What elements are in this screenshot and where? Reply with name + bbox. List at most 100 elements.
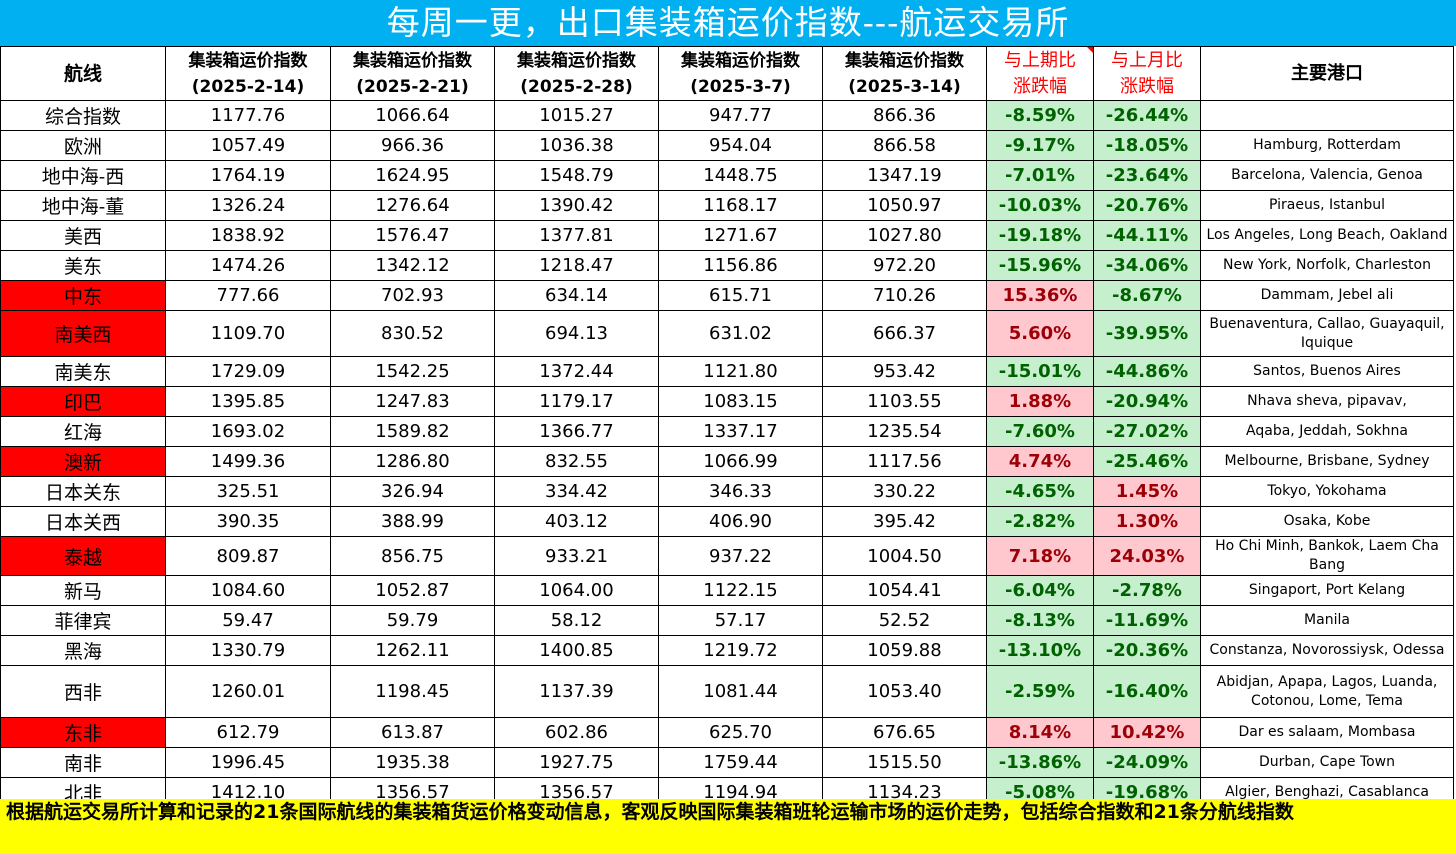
mom-change: -20.36% (1093, 635, 1201, 666)
freight-index-table: 航线 集装箱运价指数 (2025-2-14) 集装箱运价指数 (2025-2-21)… (0, 46, 1454, 808)
mom-change: -20.94% (1093, 386, 1201, 417)
table-row: 综合指数 1177.76 1066.64 1015.27 947.77 866.36 -8.… (0, 100, 1454, 131)
index-value: 1347.19 (822, 160, 987, 191)
mom-change: -20.76% (1093, 190, 1201, 221)
index-value: 1390.42 (494, 190, 659, 221)
table-row: 菲律宾 59.47 59.79 58.12 57.17 52.52 -8.13% -11.69… (0, 605, 1454, 636)
index-value: 856.75 (330, 536, 495, 576)
mom-change: -2.78% (1093, 575, 1201, 606)
main-ports: Dar es salaam, Mombasa (1200, 717, 1454, 748)
index-value: 57.17 (658, 605, 823, 636)
mom-change: -18.05% (1093, 130, 1201, 161)
index-value: 631.02 (658, 310, 823, 357)
table-row: 南美东 1729.09 1542.25 1372.44 1121.80 953.42 -15… (0, 356, 1454, 387)
mom-change: 10.42% (1093, 717, 1201, 748)
header-row: 航线 集装箱运价指数 (2025-2-14) 集装箱运价指数 (2025-2-21)… (0, 46, 1454, 101)
wow-change: -9.17% (986, 130, 1094, 161)
route-name: 综合指数 (0, 100, 166, 131)
index-value: 777.66 (165, 280, 331, 311)
index-value: 676.65 (822, 717, 987, 748)
index-value: 1050.97 (822, 190, 987, 221)
week-header-5: 集装箱运价指数 (2025-3-14) (822, 46, 987, 101)
index-value: 1066.64 (330, 100, 495, 131)
index-value: 1927.75 (494, 747, 659, 778)
index-value: 1377.81 (494, 220, 659, 251)
index-value: 1764.19 (165, 160, 331, 191)
table-row: 澳新 1499.36 1286.80 832.55 1066.99 1117.56 4.74… (0, 446, 1454, 477)
index-value: 1542.25 (330, 356, 495, 387)
index-value: 1083.15 (658, 386, 823, 417)
index-value: 1168.17 (658, 190, 823, 221)
table-row: 黑海 1330.79 1262.11 1400.85 1219.72 1059.88 -13… (0, 635, 1454, 666)
index-value: 1036.38 (494, 130, 659, 161)
table-row: 美西 1838.92 1576.47 1377.81 1271.67 1027.80 -19… (0, 220, 1454, 251)
index-value: 832.55 (494, 446, 659, 477)
index-value: 1179.17 (494, 386, 659, 417)
index-value: 625.70 (658, 717, 823, 748)
index-value: 1081.44 (658, 665, 823, 718)
index-value: 1395.85 (165, 386, 331, 417)
wow-change: 5.60% (986, 310, 1094, 357)
index-value: 1271.67 (658, 220, 823, 251)
index-value: 1372.44 (494, 356, 659, 387)
main-ports: Constanza, Novorossiysk, Odessa (1200, 635, 1454, 666)
index-value: 390.35 (165, 506, 331, 537)
index-value: 809.87 (165, 536, 331, 576)
index-value: 59.47 (165, 605, 331, 636)
mom-change: -16.40% (1093, 665, 1201, 718)
mom-change: -26.44% (1093, 100, 1201, 131)
index-value: 1337.17 (658, 416, 823, 447)
route-name: 南非 (0, 747, 166, 778)
main-ports: Tokyo, Yokohama (1200, 476, 1454, 507)
index-value: 1589.82 (330, 416, 495, 447)
index-value: 602.86 (494, 717, 659, 748)
index-value: 334.42 (494, 476, 659, 507)
wow-change: -6.04% (986, 575, 1094, 606)
route-name: 美东 (0, 250, 166, 281)
table-row: 中东 777.66 702.93 634.14 615.71 710.26 15.36% -8… (0, 280, 1454, 311)
index-value: 1247.83 (330, 386, 495, 417)
table-row: 东非 612.79 613.87 602.86 625.70 676.65 8.14% 10.… (0, 717, 1454, 748)
mom-change: -39.95% (1093, 310, 1201, 357)
mom-change: -27.02% (1093, 416, 1201, 447)
mom-change: 1.30% (1093, 506, 1201, 537)
route-name: 东非 (0, 717, 166, 748)
index-value: 954.04 (658, 130, 823, 161)
index-value: 1177.76 (165, 100, 331, 131)
main-ports: Osaka, Kobe (1200, 506, 1454, 537)
route-name: 印巴 (0, 386, 166, 417)
route-name: 地中海-西 (0, 160, 166, 191)
index-value: 1759.44 (658, 747, 823, 778)
route-name: 中东 (0, 280, 166, 311)
index-value: 1838.92 (165, 220, 331, 251)
index-value: 1052.87 (330, 575, 495, 606)
wow-change: -19.18% (986, 220, 1094, 251)
index-value: 1057.49 (165, 130, 331, 161)
comment-indicator-icon (1087, 47, 1093, 53)
table-row: 红海 1693.02 1589.82 1366.77 1337.17 1235.54 -7.… (0, 416, 1454, 447)
week-header-3: 集装箱运价指数 (2025-2-28) (494, 46, 659, 101)
table-row: 欧洲 1057.49 966.36 1036.38 954.04 866.58 -9.17%… (0, 130, 1454, 161)
ports-header: 主要港口 (1200, 46, 1454, 101)
mom-change: -44.11% (1093, 220, 1201, 251)
index-value: 1515.50 (822, 747, 987, 778)
wow-change: 4.74% (986, 446, 1094, 477)
index-value: 1286.80 (330, 446, 495, 477)
index-value: 1218.47 (494, 250, 659, 281)
mom-change: -23.64% (1093, 160, 1201, 191)
page-title: 每周一更，出口集装箱运价指数---航运交易所 (0, 0, 1456, 46)
index-value: 325.51 (165, 476, 331, 507)
main-ports: Durban, Cape Town (1200, 747, 1454, 778)
main-ports: Santos, Buenos Aires (1200, 356, 1454, 387)
index-value: 1260.01 (165, 665, 331, 718)
index-value: 1064.00 (494, 575, 659, 606)
table-row: 地中海-董 1326.24 1276.64 1390.42 1168.17 1050.97… (0, 190, 1454, 221)
index-value: 1121.80 (658, 356, 823, 387)
index-value: 953.42 (822, 356, 987, 387)
index-value: 1156.86 (658, 250, 823, 281)
index-value: 1219.72 (658, 635, 823, 666)
table-row: 南美西 1109.70 830.52 694.13 631.02 666.37 5.60% -… (0, 310, 1454, 357)
wow-change: -13.10% (986, 635, 1094, 666)
main-ports: Melbourne, Brisbane, Sydney (1200, 446, 1454, 477)
